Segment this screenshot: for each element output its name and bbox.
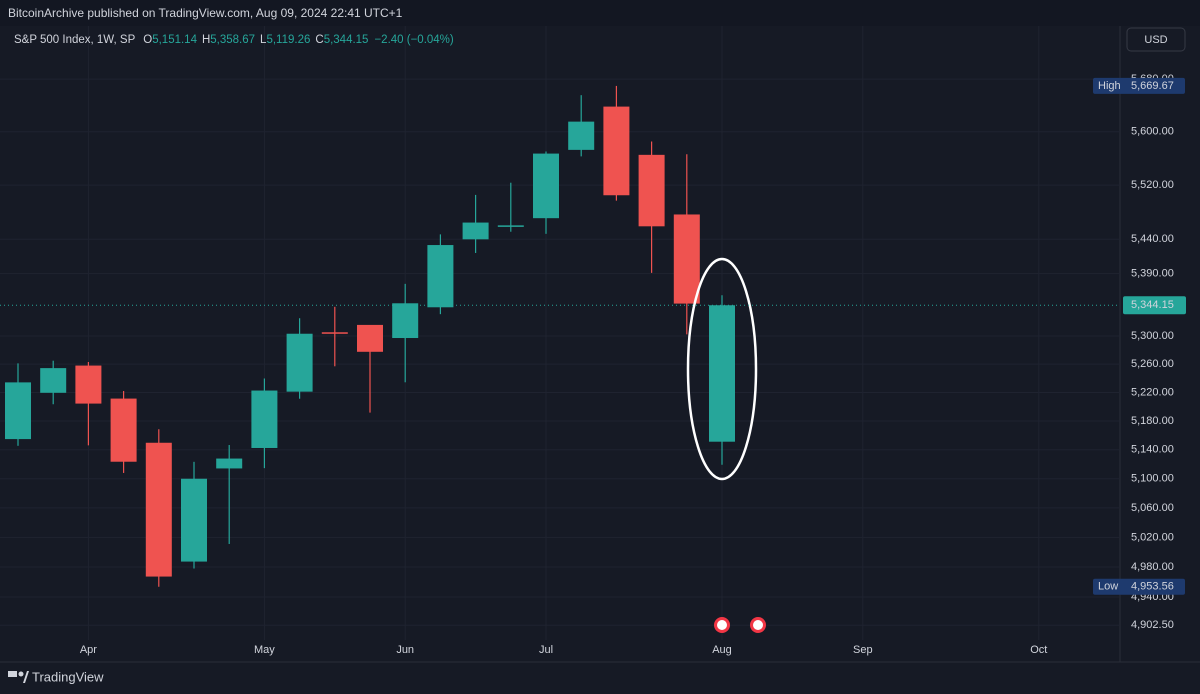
price-tag-bg bbox=[1093, 578, 1185, 595]
y-tick-label: 5,260.00 bbox=[1131, 358, 1174, 370]
price-tag-value: 5,669.67 bbox=[1131, 80, 1174, 92]
legend-value: 5,358.67 bbox=[210, 34, 255, 46]
legend-key: H bbox=[202, 34, 210, 46]
candle-body bbox=[110, 398, 137, 462]
candle-body bbox=[251, 390, 278, 448]
grid bbox=[0, 26, 1120, 640]
candle-body bbox=[533, 153, 559, 219]
candles bbox=[5, 85, 735, 587]
candle-body bbox=[75, 365, 102, 404]
last-price-label: 5,344.15 bbox=[1131, 299, 1174, 311]
currency-button[interactable] bbox=[1126, 27, 1186, 52]
x-tick-label: Aug bbox=[712, 644, 732, 656]
y-tick-label: 4,902.50 bbox=[1131, 619, 1174, 631]
legend-value: 5,151.14 bbox=[152, 34, 197, 46]
price-tag-name: High bbox=[1098, 80, 1121, 92]
legend-key: C bbox=[315, 34, 323, 46]
candle-body bbox=[216, 458, 243, 469]
y-tick-label: 5,390.00 bbox=[1131, 267, 1174, 279]
logo-mark bbox=[23, 671, 29, 683]
last-price-tag bbox=[1123, 296, 1186, 315]
symbol: S&P 500 Index, 1W, SP bbox=[14, 34, 136, 46]
highlight-ellipse bbox=[686, 257, 758, 481]
logo-mark bbox=[8, 671, 17, 677]
candle-body bbox=[603, 106, 630, 196]
brand: TradingView bbox=[32, 669, 104, 684]
legend-key: L bbox=[260, 34, 267, 46]
y-tick-label: 5,440.00 bbox=[1131, 233, 1174, 245]
header-bar bbox=[0, 0, 1200, 26]
y-tick-label: 5,220.00 bbox=[1131, 386, 1174, 398]
logo bbox=[8, 671, 29, 683]
candle-body bbox=[638, 154, 665, 227]
candle-body bbox=[709, 305, 735, 442]
legend-value: 5,344.15 bbox=[324, 34, 369, 46]
y-tick-label: 5,600.00 bbox=[1131, 126, 1174, 138]
y-tick-label: 5,140.00 bbox=[1131, 444, 1174, 456]
event-icon-inner bbox=[717, 620, 727, 630]
publisher: BitcoinArchive published on TradingView.… bbox=[8, 6, 403, 20]
y-tick-label: 5,100.00 bbox=[1131, 473, 1174, 485]
y-tick-label: 5,060.00 bbox=[1131, 502, 1174, 514]
candle-body bbox=[462, 222, 489, 240]
price-tag-bg bbox=[1093, 77, 1185, 94]
candle-body bbox=[673, 214, 700, 304]
x-tick-label: Sep bbox=[853, 644, 873, 656]
candle-body bbox=[321, 332, 348, 334]
candle-body bbox=[40, 368, 67, 393]
y-tick-label: 5,180.00 bbox=[1131, 415, 1174, 427]
y-tick-label: 5,020.00 bbox=[1131, 531, 1174, 543]
event-icon-inner bbox=[753, 620, 763, 630]
legend-change: −2.40 (−0.04%) bbox=[374, 34, 453, 46]
y-tick-label: 4,980.00 bbox=[1131, 561, 1174, 573]
candle-body bbox=[145, 442, 172, 577]
candle-body bbox=[568, 121, 595, 150]
legend: S&P 500 Index, 1W, SP O5,151.14 H5,358.67 L… bbox=[14, 34, 454, 46]
x-tick-label: Oct bbox=[1030, 644, 1047, 656]
logo-mark bbox=[18, 671, 24, 677]
candle-body bbox=[357, 324, 383, 352]
candle-body bbox=[286, 333, 313, 392]
candle-body bbox=[181, 478, 207, 562]
event-icons bbox=[714, 617, 766, 633]
currency[interactable]: USD bbox=[1144, 34, 1167, 46]
legend-value: 5,119.26 bbox=[266, 34, 310, 46]
candle-body bbox=[392, 303, 419, 339]
y-tick-label: 5,520.00 bbox=[1131, 179, 1174, 191]
candle-body bbox=[5, 382, 31, 440]
candle-body bbox=[427, 245, 454, 308]
y-tick-label: 5,300.00 bbox=[1131, 330, 1174, 342]
candle-body bbox=[497, 225, 524, 227]
x-tick-label: May bbox=[254, 644, 275, 656]
legend-key: O bbox=[143, 34, 152, 46]
price-tag-value: 4,953.56 bbox=[1131, 581, 1174, 593]
price-tag-name: Low bbox=[1098, 581, 1118, 593]
x-tick-label: Apr bbox=[80, 644, 97, 656]
x-tick-label: Jun bbox=[396, 644, 414, 656]
x-tick-label: Jul bbox=[539, 644, 553, 656]
